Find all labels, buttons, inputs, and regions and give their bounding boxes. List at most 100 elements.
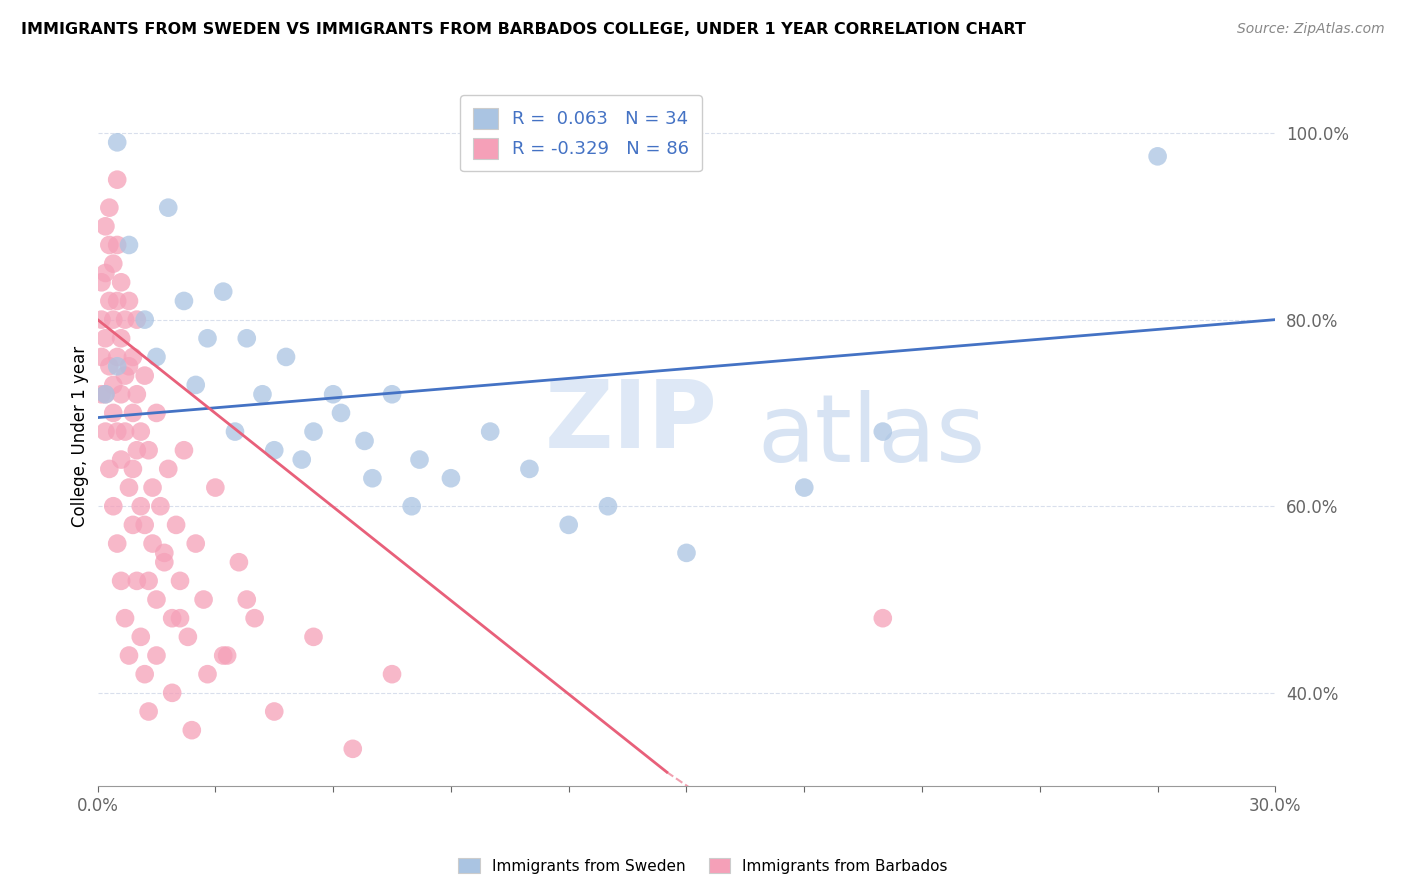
Point (212, 285, 235, 299)
Point (157, 462, 180, 476)
Point (145, 592, 167, 607)
Point (173, 443, 195, 458)
Point (118, 481, 141, 495)
Point (122, 406, 145, 420)
Point (122, 350, 145, 364)
Point (381, 387, 404, 401)
Point (118, 238, 141, 252)
Point (98, 462, 121, 476)
Point (153, 546, 176, 560)
Point (149, 500, 172, 514)
Point (263, 443, 285, 458)
Point (90, 312, 112, 326)
Point (302, 630, 325, 644)
Point (103, 378, 125, 392)
Point (134, 312, 156, 326)
Point (103, 406, 125, 420)
Point (129, 630, 152, 644)
Point (98, 201, 121, 215)
Point (98, 238, 121, 252)
Point (160, 686, 183, 700)
Point (105, 350, 128, 364)
Point (114, 312, 136, 326)
Point (105, 536, 128, 550)
Point (145, 350, 167, 364)
Point (263, 705, 285, 719)
Point (302, 425, 325, 439)
Point (274, 350, 297, 364)
Point (145, 648, 167, 663)
Point (157, 201, 180, 215)
Point (236, 592, 259, 607)
Point (184, 378, 207, 392)
Point (381, 667, 404, 681)
Point (122, 462, 145, 476)
Text: ZIP: ZIP (546, 376, 718, 468)
Point (138, 574, 160, 588)
Point (243, 611, 266, 625)
Point (129, 425, 152, 439)
Point (110, 331, 132, 345)
Point (94, 387, 117, 401)
Point (342, 741, 364, 756)
Point (103, 312, 125, 326)
Point (110, 452, 132, 467)
Point (103, 257, 125, 271)
Point (440, 471, 463, 485)
Point (252, 387, 274, 401)
Point (145, 406, 167, 420)
Point (114, 611, 136, 625)
Point (110, 275, 132, 289)
Point (193, 592, 215, 607)
Point (105, 425, 128, 439)
Point (141, 536, 163, 550)
Point (98, 293, 121, 308)
Point (675, 546, 697, 560)
Point (872, 425, 894, 439)
Point (125, 443, 148, 458)
Point (184, 536, 207, 550)
Point (134, 667, 156, 681)
Point (557, 517, 579, 532)
Point (236, 331, 259, 345)
Point (1146, 149, 1168, 163)
Point (322, 387, 344, 401)
Point (110, 574, 132, 588)
Point (217, 648, 239, 663)
Point (330, 406, 353, 420)
Point (872, 611, 894, 625)
Point (361, 471, 384, 485)
Point (479, 425, 502, 439)
Point (90, 387, 112, 401)
Point (114, 368, 136, 383)
Point (105, 293, 128, 308)
Point (141, 481, 163, 495)
Point (118, 359, 141, 374)
Text: Source: ZipAtlas.com: Source: ZipAtlas.com (1237, 22, 1385, 37)
Point (596, 500, 619, 514)
Point (94, 266, 117, 280)
Point (353, 434, 375, 448)
Y-axis label: College, Under 1 year: College, Under 1 year (72, 346, 89, 527)
Point (291, 452, 314, 467)
Point (105, 238, 128, 252)
Point (408, 452, 430, 467)
Point (212, 648, 235, 663)
Point (224, 425, 246, 439)
Point (125, 312, 148, 326)
Point (401, 500, 423, 514)
Text: IMMIGRANTS FROM SWEDEN VS IMMIGRANTS FROM BARBADOS COLLEGE, UNDER 1 YEAR CORRELA: IMMIGRANTS FROM SWEDEN VS IMMIGRANTS FRO… (21, 22, 1026, 37)
Legend: Immigrants from Sweden, Immigrants from Barbados: Immigrants from Sweden, Immigrants from … (453, 852, 953, 880)
Point (138, 443, 160, 458)
Point (177, 630, 200, 644)
Point (793, 481, 815, 495)
Point (228, 555, 250, 569)
Point (90, 275, 112, 289)
Point (94, 425, 117, 439)
Point (134, 517, 156, 532)
Point (180, 723, 202, 738)
Point (165, 517, 187, 532)
Point (160, 611, 183, 625)
Point (169, 611, 191, 625)
Point (125, 387, 148, 401)
